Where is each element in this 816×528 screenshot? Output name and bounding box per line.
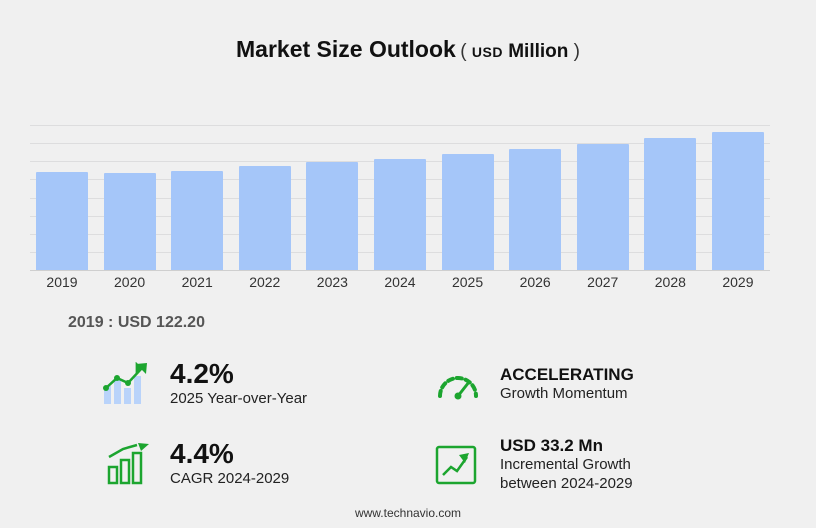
yoy-value: 4.2%: [170, 358, 234, 390]
gridline: [30, 143, 770, 145]
speedometer-icon: [430, 366, 486, 402]
unit-currency: USD: [471, 44, 503, 60]
paren-open: (: [460, 41, 467, 62]
bar-column: [171, 125, 224, 270]
x-tick-label: 2021: [181, 274, 213, 290]
x-tick-label: 2028: [654, 274, 686, 290]
stat-cagr: 4.4% CAGR 2024-2029: [100, 424, 430, 504]
bar-column: [576, 125, 629, 270]
bar-column: [644, 125, 697, 270]
bar: [171, 171, 224, 270]
momentum-title: ACCELERATING: [500, 365, 634, 384]
bar: [509, 149, 562, 270]
stat-momentum: ACCELERATING Growth Momentum: [430, 344, 740, 424]
incremental-growth-icon: [430, 443, 486, 485]
x-tick-label: 2027: [587, 274, 619, 290]
bar: [644, 138, 697, 270]
stat-incremental: USD 33.2 Mn Incremental Growth between 2…: [430, 424, 740, 504]
bar-column: [373, 125, 426, 270]
bar-column: [238, 125, 291, 270]
bar: [238, 166, 291, 270]
stats-grid: 4.2% 2025 Year-over-Year ACCELERATING Gr…: [100, 344, 740, 504]
bar: [36, 172, 88, 270]
yoy-label: 2025 Year-over-Year: [170, 390, 308, 408]
bar-column: [509, 125, 562, 270]
bar-column: [36, 125, 88, 270]
chart-title-unit: ( USD Million ): [460, 41, 580, 62]
bar: [373, 159, 426, 270]
bar-column: [711, 125, 764, 270]
x-tick-label: 2026: [519, 274, 551, 290]
bar-chart: [30, 125, 770, 271]
bar-column: [103, 125, 156, 270]
x-tick-label: 2019: [46, 274, 78, 290]
bar: [711, 132, 764, 270]
incremental-label-1: Incremental Growth: [500, 455, 631, 473]
chart-title: Market Size Outlook ( USD Million ): [0, 36, 816, 63]
x-tick-label: 2029: [722, 274, 754, 290]
chart-title-main: Market Size Outlook: [236, 36, 456, 62]
stat-yoy: 4.2% 2025 Year-over-Year: [100, 344, 430, 424]
x-tick-label: 2024: [384, 274, 416, 290]
incremental-label-2: between 2024-2029: [500, 474, 633, 492]
incremental-value: USD 33.2 Mn: [500, 435, 603, 455]
yoy-chart-icon: [100, 362, 156, 406]
x-tick-label: 2022: [249, 274, 281, 290]
bar-column: [441, 125, 494, 270]
gridline: [30, 125, 770, 126]
bar: [306, 162, 359, 270]
footer-url[interactable]: www.technavio.com: [354, 506, 462, 520]
x-tick-label: 2023: [316, 274, 348, 290]
bar-column: [306, 125, 359, 270]
bar: [441, 154, 494, 270]
bar-plot: [30, 125, 770, 271]
x-tick-label: 2020: [114, 274, 146, 290]
cagr-label: CAGR 2024-2029: [170, 470, 290, 488]
bars-container: [30, 125, 770, 270]
x-tick-label: 2025: [451, 274, 484, 290]
unit-text: Million: [508, 41, 569, 62]
bar: [103, 173, 156, 270]
cagr-growth-icon: [100, 443, 156, 485]
paren-close: ): [573, 41, 580, 62]
x-axis-labels: 2019 2020 2021 2022 2023 2024 2025 2026 2027 2028…: [30, 274, 770, 290]
momentum-label: Growth Momentum: [500, 385, 628, 403]
baseline-value-note: 2019 : USD 122.20: [68, 314, 205, 331]
bar: [576, 144, 629, 270]
cagr-value: 4.4%: [170, 438, 234, 470]
